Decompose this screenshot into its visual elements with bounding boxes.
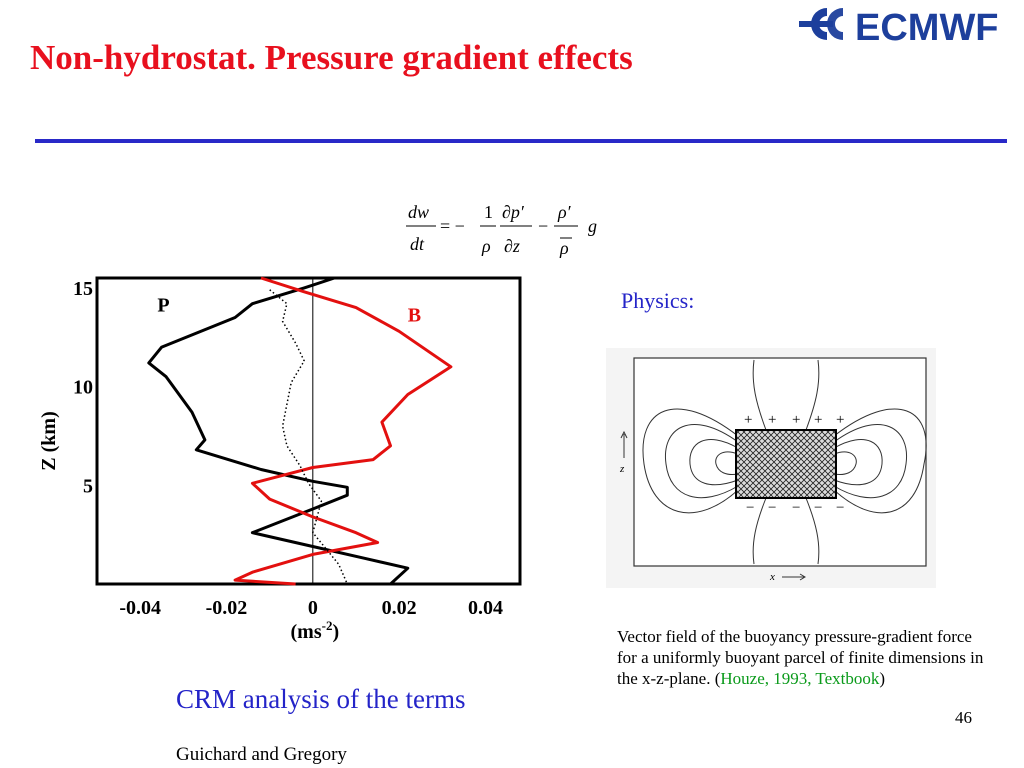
x-tick-label: 0.02 (382, 597, 417, 619)
ecmwf-logo: ECMWF (793, 0, 1021, 53)
authors: Guichard and Gregory (176, 744, 347, 765)
caption-text: Vector field of the buoyancy pressure-gr… (617, 627, 984, 688)
eq-tail: g (588, 216, 597, 236)
page-number: 46 (955, 708, 972, 727)
z-axis-label: z (619, 463, 625, 475)
y-tick-label: 10 (73, 377, 93, 399)
minus-sign: − (814, 500, 822, 516)
caption-close: ) (879, 669, 886, 688)
x-tick-label: 0 (308, 597, 318, 619)
caption-reference: Houze, 1993, Textbook (720, 669, 880, 688)
x-axis-label: (ms-2) (291, 618, 340, 643)
plus-sign: + (792, 412, 800, 428)
eq-frac1-num: 1 (484, 202, 493, 222)
eq-frac3-num: ρ′ (557, 202, 572, 222)
x-axis-label: x (769, 571, 775, 583)
buoyant-parcel (735, 429, 837, 499)
minus-sign: − (792, 500, 800, 516)
figure-caption: Vector field of the buoyancy pressure-gr… (617, 626, 987, 689)
minus-sign: − (746, 500, 754, 516)
plus-sign: + (768, 412, 776, 428)
title-divider (35, 139, 1007, 143)
eq-equals: = − (440, 216, 465, 236)
series-line-b (233, 276, 453, 586)
eq-lhs-num: dw (408, 202, 429, 222)
y-tick-label: 15 (73, 278, 93, 300)
eq-frac2-den: ∂z (504, 236, 520, 256)
logo-text: ECMWF (855, 7, 999, 48)
eq-frac2-num: ∂p′ (502, 202, 525, 222)
plus-sign: + (836, 412, 844, 428)
series-label-b: B (408, 304, 421, 326)
y-tick-label: 5 (83, 475, 93, 497)
eq-frac3-den: ρ (559, 238, 569, 258)
field-lines (642, 359, 927, 565)
minus-sign: − (836, 500, 844, 516)
x-tick-label: 0.04 (468, 597, 503, 619)
y-axis-label: Z (km) (38, 411, 60, 470)
plus-sign: + (814, 412, 822, 428)
x-tick-label: -0.02 (206, 597, 248, 619)
eq-frac1-den: ρ (481, 236, 491, 256)
minus-sign: − (768, 500, 776, 516)
series-line-dotted (269, 289, 348, 585)
eq-minus: − (538, 216, 548, 236)
slide-title: Non-hydrostat. Pressure gradient effects (30, 38, 633, 77)
physics-label: Physics: (621, 288, 695, 313)
momentum-equation: dw dt = − 1 ρ ∂p′ ∂z − ρ′ ρ g (400, 196, 610, 271)
buoyancy-field-figure: + + + + + − − − − − z x (606, 348, 936, 593)
eq-lhs-den: dt (410, 234, 425, 254)
plus-sign: + (744, 412, 752, 428)
crm-heading: CRM analysis of the terms (176, 684, 466, 714)
series-label-p: P (157, 295, 169, 317)
x-tick-label: -0.04 (119, 597, 161, 619)
plot-frame (95, 276, 522, 586)
